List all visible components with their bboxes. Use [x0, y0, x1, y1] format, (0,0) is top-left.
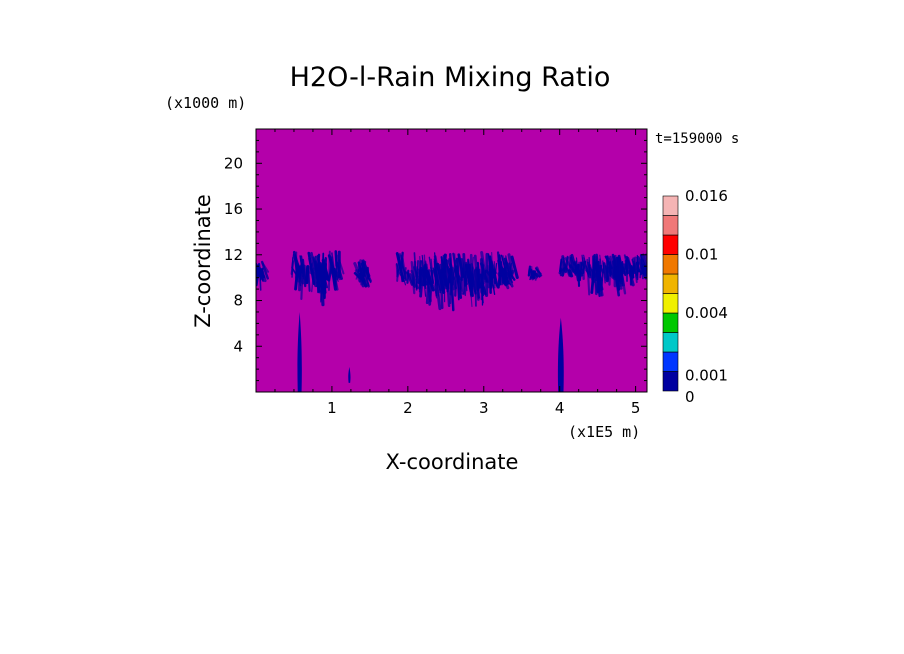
cloud-band-3 [353, 259, 372, 288]
x-tick-label: 5 [631, 399, 641, 417]
colorbar-tick-label: 0.016 [685, 187, 728, 205]
x-unit-label: (x1E5 m) [568, 423, 640, 441]
x-tick-label: 1 [327, 399, 337, 417]
cloud-band-6 [558, 253, 647, 298]
time-label: t=159000 s [655, 131, 739, 147]
plot-frame [255, 128, 648, 393]
colorbar-tick-label: 0.004 [685, 304, 728, 322]
y-tick-label: 4 [233, 337, 243, 355]
x-tick-label: 3 [479, 399, 489, 417]
colorbar-swatch [662, 195, 679, 216]
colorbar-swatch [662, 215, 679, 236]
colorbar: 0 0.001 0.004 0.01 0.016 [662, 187, 728, 406]
field-features [256, 250, 647, 392]
rain-shaft-3 [557, 317, 564, 392]
cloud-band-2 [290, 250, 345, 307]
y-tick-label: 12 [224, 246, 243, 264]
colorbar-swatch [662, 312, 679, 333]
colorbar-swatch [662, 351, 679, 372]
y-axis-label: Z-coordinate [191, 194, 215, 328]
y-tick-label: 20 [224, 154, 243, 172]
y-tick-label: 16 [224, 200, 243, 218]
colorbar-tick-label: 0.01 [685, 246, 718, 264]
x-tick-label: 2 [403, 399, 413, 417]
chart-title: H2O-l-Rain Mixing Ratio [290, 62, 611, 93]
colorbar-swatch [662, 371, 679, 392]
cloud-band-1 [256, 260, 270, 291]
x-axis-label: X-coordinate [386, 450, 519, 474]
y-unit-label: (x1000 m) [165, 94, 246, 112]
colorbar-tick-label: 0 [685, 388, 695, 406]
colorbar-swatch [662, 293, 679, 314]
x-tick-label: 4 [555, 399, 565, 417]
rain-shaft-2 [348, 366, 351, 383]
colorbar-tick-label: 0.001 [685, 366, 728, 384]
colorbar-swatch [662, 332, 679, 353]
colorbar-swatch [662, 234, 679, 255]
colorbar-swatch [662, 273, 679, 294]
colorbar-swatch [662, 254, 679, 275]
y-tick-label: 8 [233, 292, 243, 310]
cloud-band-5 [527, 265, 543, 281]
plot-area [255, 128, 648, 393]
cloud-band-4 [395, 251, 519, 312]
rain-shaft-1 [297, 311, 302, 392]
